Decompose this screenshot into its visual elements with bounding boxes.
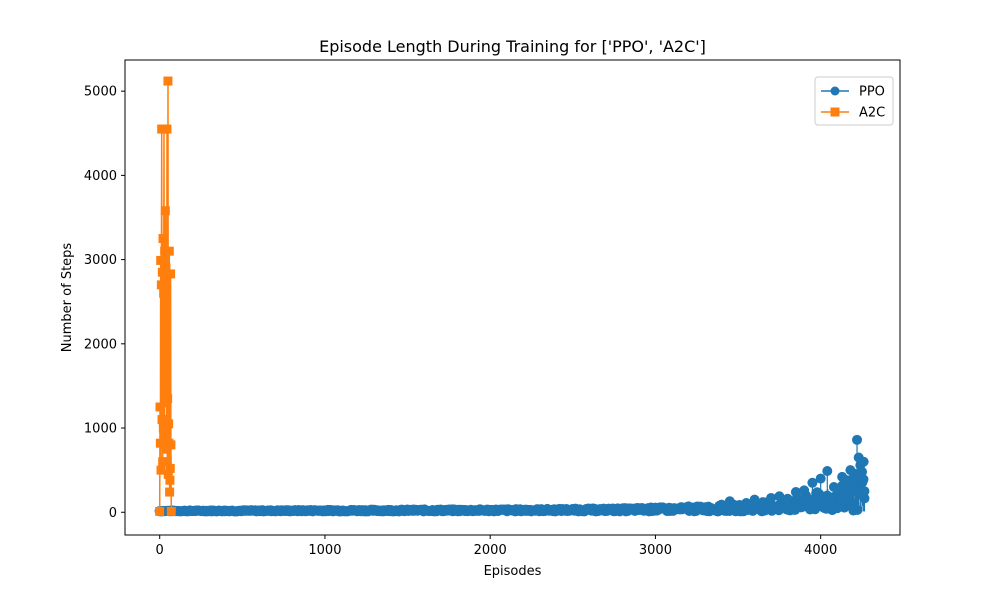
a2c-point bbox=[164, 419, 174, 429]
ppo-point bbox=[452, 505, 463, 516]
ppo-point bbox=[666, 503, 677, 514]
a2c-point bbox=[162, 124, 172, 134]
a2c-point bbox=[156, 465, 166, 475]
legend-marker bbox=[830, 86, 840, 96]
ppo-point bbox=[220, 506, 231, 517]
ppo-point bbox=[716, 499, 727, 510]
ppo-point bbox=[683, 501, 694, 512]
ppo-point bbox=[856, 466, 867, 477]
ppo-point bbox=[518, 505, 529, 516]
legend: PPO A2C bbox=[814, 76, 894, 126]
a2c-point bbox=[165, 475, 175, 485]
ppo-point bbox=[749, 494, 760, 505]
a2c-point bbox=[158, 457, 168, 467]
ppo-point bbox=[774, 491, 785, 502]
x-tick-label: 2000 bbox=[474, 543, 507, 558]
y-axis: 0 1000 2000 3000 4000 5000 bbox=[84, 85, 125, 521]
a2c-point bbox=[156, 255, 166, 265]
ppo-point bbox=[617, 504, 628, 515]
y-tick-label: 1000 bbox=[84, 422, 117, 437]
ppo-point bbox=[485, 505, 496, 516]
a2c-point bbox=[165, 463, 175, 473]
a2c-point bbox=[156, 280, 166, 290]
y-tick-label: 0 bbox=[109, 506, 117, 521]
ppo-point bbox=[842, 475, 853, 486]
a2c-point bbox=[158, 234, 168, 244]
ppo-point bbox=[815, 473, 826, 484]
a2c-point bbox=[164, 246, 174, 256]
ppo-point bbox=[741, 497, 752, 508]
plot-area bbox=[154, 76, 870, 517]
a2c-point bbox=[158, 423, 168, 433]
ppo-point bbox=[187, 505, 198, 516]
a2c-point bbox=[166, 269, 176, 279]
a2c-line bbox=[158, 81, 173, 512]
ppo-point bbox=[852, 434, 863, 445]
ppo-point bbox=[757, 497, 768, 508]
a2c-point bbox=[166, 440, 176, 450]
ppo-point bbox=[386, 505, 397, 516]
legend-marker bbox=[830, 107, 840, 117]
x-axis-label: Episodes bbox=[484, 564, 542, 579]
legend-label: PPO bbox=[859, 85, 885, 100]
ppo-point bbox=[286, 505, 297, 516]
ppo-point bbox=[782, 493, 793, 504]
a2c-point bbox=[160, 339, 170, 349]
ppo-point bbox=[700, 502, 711, 513]
a2c-point bbox=[163, 394, 173, 404]
ppo-point bbox=[551, 505, 562, 516]
y-tick-label: 5000 bbox=[84, 85, 117, 100]
y-tick-label: 2000 bbox=[84, 337, 117, 352]
a2c-point bbox=[165, 487, 175, 497]
ppo-point bbox=[822, 465, 833, 476]
a2c-point bbox=[157, 415, 167, 425]
legend-label: A2C bbox=[859, 106, 885, 121]
ppo-point bbox=[766, 492, 777, 503]
a2c-point bbox=[163, 469, 173, 479]
series-a2c bbox=[155, 76, 176, 516]
ppo-point bbox=[253, 505, 264, 516]
ppo-point bbox=[799, 485, 810, 496]
a2c-point bbox=[160, 246, 170, 256]
y-tick-label: 3000 bbox=[84, 253, 117, 268]
a2c-point bbox=[161, 263, 171, 273]
a2c-point bbox=[162, 457, 172, 467]
a2c-point bbox=[159, 431, 169, 441]
a2c-point bbox=[163, 76, 173, 86]
a2c-point bbox=[161, 377, 171, 387]
a2c-point bbox=[155, 402, 165, 412]
a2c-point bbox=[166, 506, 176, 516]
ppo-point bbox=[352, 505, 363, 516]
ppo-point bbox=[790, 487, 801, 498]
ppo-point bbox=[319, 505, 330, 516]
ppo-point bbox=[850, 475, 861, 486]
ppo-point bbox=[650, 502, 661, 513]
ppo-point bbox=[724, 496, 735, 507]
ppo-point bbox=[584, 504, 595, 515]
x-tick-label: 3000 bbox=[639, 543, 672, 558]
ppo-point bbox=[832, 483, 843, 494]
series-layer bbox=[154, 76, 870, 517]
x-tick-label: 4000 bbox=[804, 543, 837, 558]
a2c-point bbox=[155, 506, 165, 516]
a2c-point bbox=[160, 206, 170, 216]
ppo-point bbox=[733, 500, 744, 511]
y-axis-label: Number of Steps bbox=[60, 243, 75, 353]
x-axis: 0 1000 2000 3000 4000 bbox=[156, 535, 837, 558]
ppo-point bbox=[419, 505, 430, 516]
chart-title: Episode Length During Training for ['PPO… bbox=[319, 37, 706, 56]
ppo-point bbox=[859, 486, 870, 497]
a2c-point bbox=[155, 438, 165, 448]
x-tick-label: 0 bbox=[156, 543, 164, 558]
x-tick-label: 1000 bbox=[308, 543, 341, 558]
axes-frame bbox=[124, 59, 901, 536]
a2c-point bbox=[159, 288, 169, 298]
ppo-point bbox=[807, 477, 818, 488]
ppo-point bbox=[858, 456, 869, 467]
y-tick-label: 4000 bbox=[84, 169, 117, 184]
